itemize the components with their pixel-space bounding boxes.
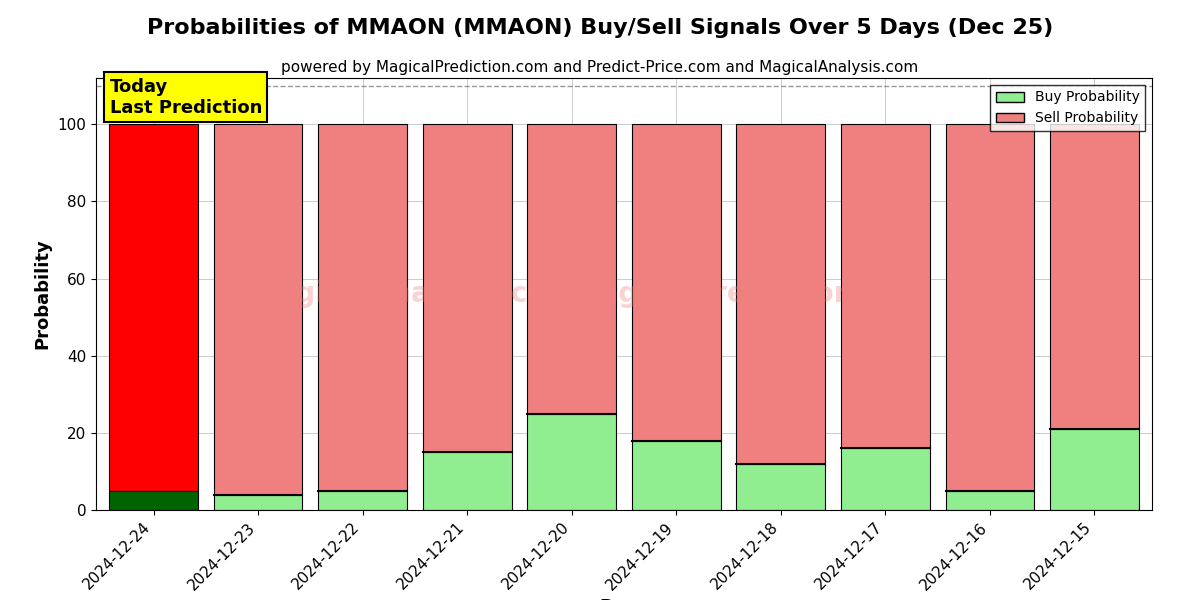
Bar	[318, 491, 407, 510]
Bar	[318, 124, 407, 491]
Bar	[214, 124, 302, 494]
Text: Probabilities of MMAON (MMAON) Buy/Sell Signals Over 5 Days (Dec 25): Probabilities of MMAON (MMAON) Buy/Sell …	[146, 18, 1054, 38]
Bar	[1050, 429, 1139, 510]
Bar	[527, 413, 616, 510]
Bar	[737, 464, 826, 510]
Bar	[946, 491, 1034, 510]
Y-axis label: Probability: Probability	[34, 239, 52, 349]
Bar	[632, 124, 721, 440]
Bar	[946, 124, 1034, 491]
Bar	[841, 124, 930, 448]
X-axis label: Days: Days	[600, 598, 648, 600]
Bar	[1050, 124, 1139, 429]
Bar	[109, 491, 198, 510]
Bar	[737, 124, 826, 464]
Text: Today
Last Prediction: Today Last Prediction	[109, 78, 262, 116]
Bar	[632, 440, 721, 510]
Bar	[422, 124, 511, 452]
Bar	[214, 494, 302, 510]
Bar	[527, 124, 616, 413]
Text: powered by MagicalPrediction.com and Predict-Price.com and MagicalAnalysis.com: powered by MagicalPrediction.com and Pre…	[281, 60, 919, 75]
Bar	[109, 124, 198, 491]
Text: MagicalAnalysis.com: MagicalAnalysis.com	[250, 280, 576, 308]
Text: MagicalPrediction.com: MagicalPrediction.com	[572, 280, 929, 308]
Legend: Buy Probability, Sell Probability: Buy Probability, Sell Probability	[990, 85, 1145, 131]
Bar	[422, 452, 511, 510]
Bar	[841, 448, 930, 510]
